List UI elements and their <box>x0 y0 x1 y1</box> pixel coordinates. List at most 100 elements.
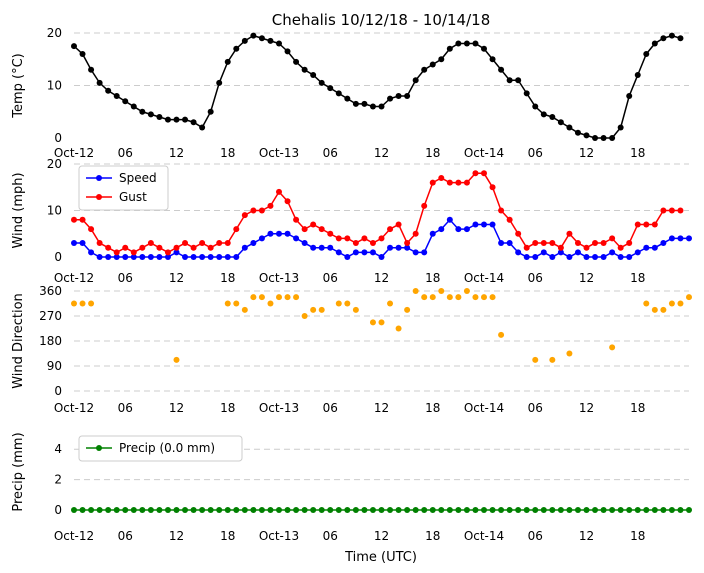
data-point-wind-1 <box>113 249 120 256</box>
data-point-wind-1 <box>378 235 385 242</box>
data-point-wind-0 <box>626 254 633 260</box>
data-point-temp-0 <box>515 77 522 84</box>
x-tick-label-dir: 06 <box>528 401 543 415</box>
data-point-temp-0 <box>523 90 530 97</box>
legend-wind: Speed Gust <box>78 165 169 211</box>
x-tick-label-wind: Oct-14 <box>464 271 504 285</box>
data-point-temp-0 <box>199 124 206 131</box>
data-point-temp-0 <box>438 56 445 63</box>
data-point-wind-0 <box>233 254 240 260</box>
data-point-precip-0 <box>557 507 564 513</box>
data-point-wind-0 <box>446 216 453 223</box>
data-point-precip-0 <box>421 507 428 513</box>
data-point-temp-0 <box>412 77 419 84</box>
x-tick-label-temp: 12 <box>374 146 389 160</box>
data-point-wind-1 <box>523 244 530 251</box>
data-point-wind-1 <box>105 244 112 251</box>
x-tick-label-dir: 12 <box>579 401 594 415</box>
x-tick-label-precip: 06 <box>528 529 543 543</box>
data-point-wind-0 <box>463 226 470 233</box>
y-axis-label-wind: Wind (mph) <box>11 172 26 248</box>
data-point-temp-0 <box>318 79 325 86</box>
data-point-dir-0 <box>421 294 428 301</box>
data-point-temp-0 <box>609 135 616 141</box>
data-point-wind-1 <box>387 226 394 233</box>
data-point-wind-0 <box>164 254 171 260</box>
data-point-wind-0 <box>387 244 394 251</box>
data-point-precip-0 <box>88 507 95 513</box>
data-point-precip-0 <box>344 507 351 513</box>
x-tick-label-dir: 06 <box>323 401 338 415</box>
data-point-dir-0 <box>609 344 616 351</box>
data-point-temp-0 <box>335 90 342 97</box>
data-point-temp-0 <box>71 43 77 50</box>
y-tick-label-dir: 360 <box>39 284 62 298</box>
data-point-dir-0 <box>276 294 282 301</box>
data-point-wind-1 <box>207 244 214 251</box>
data-point-dir-0 <box>566 350 573 357</box>
data-point-wind-0 <box>660 240 667 247</box>
x-tick-label-precip: 18 <box>630 529 645 543</box>
data-point-precip-0 <box>378 507 385 513</box>
data-point-wind-1 <box>318 226 325 233</box>
legend-entry: Precip (0.0 mm) <box>119 441 215 455</box>
data-point-wind-1 <box>506 216 513 223</box>
data-point-precip-0 <box>71 507 77 513</box>
y-tick-label-precip: 0 <box>54 503 62 517</box>
data-point-temp-0 <box>566 124 573 131</box>
data-point-precip-0 <box>318 507 325 513</box>
data-point-wind-1 <box>574 240 581 247</box>
data-point-temp-0 <box>267 37 274 44</box>
data-point-wind-1 <box>634 221 641 228</box>
data-point-temp-0 <box>421 66 428 73</box>
x-axis-label: Time (UTC) <box>344 550 417 565</box>
data-point-wind-0 <box>617 254 624 260</box>
data-point-temp-0 <box>660 35 667 42</box>
data-point-wind-1 <box>404 240 411 247</box>
x-tick-label-temp: 06 <box>118 146 133 160</box>
x-tick-label-temp: 12 <box>579 146 594 160</box>
data-point-wind-1 <box>412 230 419 237</box>
data-point-precip-0 <box>412 507 419 513</box>
data-point-precip-0 <box>600 507 607 513</box>
data-point-wind-1 <box>258 207 265 214</box>
data-point-temp-0 <box>293 58 300 65</box>
data-point-wind-0 <box>318 244 325 251</box>
data-point-wind-1 <box>498 207 505 214</box>
data-point-dir-0 <box>233 300 240 307</box>
y-axis-label-temp: Temp (°C) <box>11 53 26 119</box>
data-point-precip-0 <box>173 507 180 513</box>
x-tick-label-dir: 06 <box>118 401 133 415</box>
data-point-wind-0 <box>395 244 402 251</box>
data-point-wind-1 <box>164 249 171 256</box>
data-point-wind-0 <box>199 254 206 260</box>
x-tick-label-wind: 06 <box>323 271 338 285</box>
data-point-wind-0 <box>557 249 564 256</box>
data-point-wind-0 <box>79 240 86 247</box>
data-point-precip-0 <box>438 507 445 513</box>
x-tick-label-wind: 12 <box>169 271 184 285</box>
data-point-wind-1 <box>122 244 129 251</box>
data-point-precip-0 <box>122 507 129 513</box>
data-point-dir-0 <box>463 288 470 294</box>
data-point-precip-0 <box>250 507 257 513</box>
y-tick-label-dir: 180 <box>39 334 62 348</box>
data-point-wind-1 <box>395 221 402 228</box>
x-tick-label-precip: 12 <box>169 529 184 543</box>
data-point-wind-0 <box>130 254 137 260</box>
data-point-wind-0 <box>643 244 650 251</box>
data-point-dir-0 <box>498 331 505 338</box>
data-point-precip-0 <box>592 507 599 513</box>
data-point-wind-0 <box>96 254 103 260</box>
data-point-temp-0 <box>301 66 308 73</box>
data-point-wind-1 <box>233 226 240 233</box>
data-point-temp-0 <box>96 79 103 86</box>
data-point-temp-0 <box>224 58 231 65</box>
data-point-dir-0 <box>472 294 479 301</box>
data-point-dir-0 <box>293 294 300 301</box>
x-tick-label-temp: 18 <box>220 146 235 160</box>
data-point-dir-0 <box>224 300 231 307</box>
x-tick-label-precip: 12 <box>374 529 389 543</box>
data-point-wind-0 <box>216 254 223 260</box>
data-point-temp-0 <box>600 135 607 141</box>
